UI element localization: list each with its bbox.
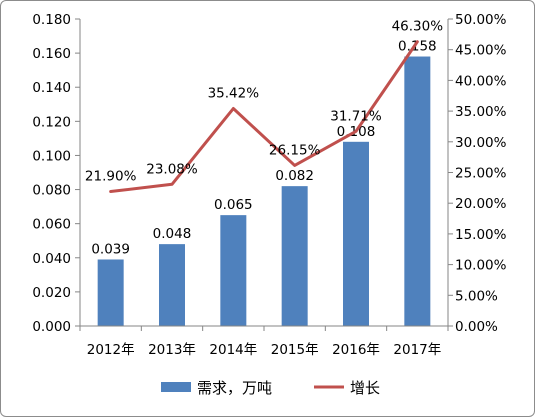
right-tick-label-5: 25.00%	[455, 166, 507, 182]
right-tick-label-4: 20.00%	[455, 196, 507, 212]
right-tick-label-7: 35.00%	[455, 104, 507, 120]
left-tick-label-0: 0.000	[32, 319, 71, 335]
bar-label-2: 0.048	[153, 226, 192, 242]
x-tick-label-4: 2015年	[271, 342, 319, 358]
line-label-4: 26.15%	[269, 142, 321, 158]
legend-label-growth: 增长	[350, 379, 380, 397]
left-tick-label-9: 0.180	[32, 12, 71, 28]
right-tick-label-2: 10.00%	[455, 258, 507, 274]
left-tick-label-2: 0.040	[32, 251, 71, 267]
line-label-5: 31.71%	[330, 108, 382, 124]
bar-label-3: 0.065	[214, 197, 253, 213]
left-tick-label-7: 0.140	[32, 80, 71, 96]
left-tick-label-3: 0.060	[32, 217, 71, 233]
x-tick-label-2: 2013年	[148, 342, 196, 358]
bar-label-4: 0.082	[275, 168, 314, 184]
bar-2	[159, 244, 185, 326]
right-tick-label-1: 5.00%	[455, 288, 498, 304]
legend-swatch-demand	[161, 382, 191, 392]
line-label-1: 21.90%	[85, 169, 137, 185]
x-tick-label-1: 2012年	[87, 342, 135, 358]
left-tick-label-5: 0.100	[32, 148, 71, 164]
left-tick-label-4: 0.080	[32, 183, 71, 199]
bar-1	[97, 259, 124, 326]
right-tick-label-10: 50.00%	[455, 12, 507, 28]
line-label-6: 46.30%	[392, 19, 444, 35]
right-tick-label-0: 0.00%	[455, 319, 498, 335]
right-tick-label-8: 40.00%	[455, 73, 507, 89]
right-tick-label-9: 45.00%	[455, 43, 507, 59]
bar-6	[404, 56, 431, 327]
legend-label-demand: 需求，万吨	[197, 379, 272, 397]
right-tick-label-3: 15.00%	[455, 227, 507, 243]
growth-line	[109, 40, 419, 194]
left-tick-label-6: 0.120	[32, 114, 71, 130]
bar-4	[281, 186, 308, 326]
x-tick-label-5: 2016年	[332, 342, 380, 358]
x-tick-label-6: 2017年	[393, 342, 441, 358]
line-label-3: 35.42%	[208, 86, 260, 102]
x-tick-label-3: 2014年	[209, 342, 257, 358]
bar-5	[343, 141, 369, 326]
left-tick-label-8: 0.160	[32, 46, 71, 62]
bar-label-6: 0.158	[398, 39, 437, 55]
left-tick-label-1: 0.020	[32, 285, 71, 301]
right-tick-label-6: 30.00%	[455, 135, 507, 151]
bar-label-1: 0.039	[91, 241, 130, 257]
bar-3	[220, 215, 247, 326]
line-label-2: 23.08%	[146, 161, 198, 177]
